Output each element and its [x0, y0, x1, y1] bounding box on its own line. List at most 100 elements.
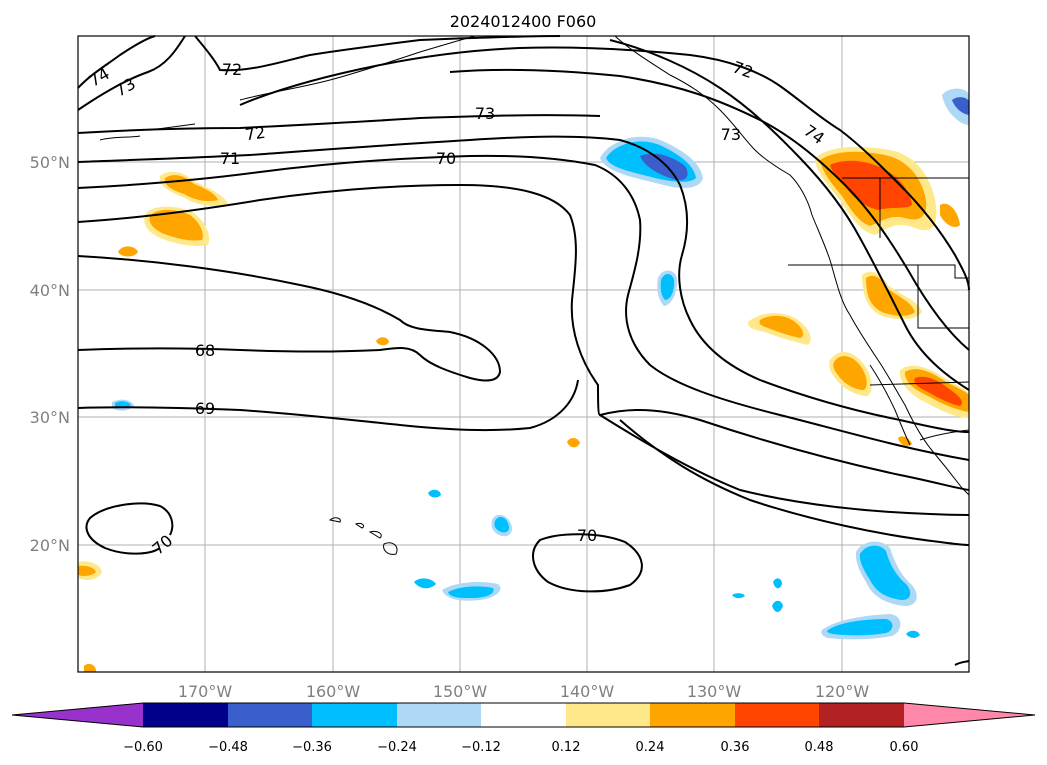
- contour-label-72-west: 72: [244, 123, 267, 145]
- colorbar-swatch-orangered: [735, 703, 819, 727]
- colorbar-swatch-white: [481, 703, 566, 727]
- contour-label-70-north: 70: [436, 149, 456, 168]
- map-panel: 74 73 72 72 73 72 71 70 73 74 68 69 70 7…: [77, 35, 970, 673]
- colorbar-extend-high: [904, 703, 1035, 727]
- patch-ca2-orange: [759, 315, 804, 338]
- coastlines: [99, 35, 970, 555]
- lon-label-130w: 130°W: [687, 682, 742, 701]
- contour-69: [77, 379, 579, 432]
- colorbar: −0.60 −0.48 −0.36 −0.24 −0.12 0.12 0.24 …: [11, 702, 1036, 755]
- contour-70b: [77, 183, 970, 491]
- coast-alaska-peninsula: [239, 35, 476, 101]
- contour-label-73-east: 73: [721, 125, 741, 144]
- patch-b6-mid: [448, 586, 494, 598]
- patch-b3: [428, 489, 441, 498]
- patch-b5: [414, 578, 436, 589]
- contour-72-north: [194, 35, 561, 72]
- lon-label-150w: 150°W: [433, 682, 488, 701]
- patch-b1-mid: [660, 274, 675, 300]
- colorbar-tick-label: −0.24: [377, 740, 417, 755]
- colorbar-swatch-royal: [228, 703, 312, 727]
- patch-nw-red: [830, 160, 912, 210]
- coast-gulf-ca: [919, 429, 970, 441]
- coast-north-america: [614, 35, 970, 496]
- colorbar-swatch-lightblue: [397, 703, 481, 727]
- lat-label-50n: 50°N: [30, 153, 70, 172]
- colorbar-tick-label: 0.36: [721, 740, 750, 755]
- patch-b10: [773, 578, 782, 589]
- contour-73-west: [77, 35, 186, 111]
- patch-w3: [118, 246, 138, 257]
- contour-label-68: 68: [195, 341, 215, 360]
- patch-mx-red: [914, 376, 963, 406]
- patch-mx-small: [898, 436, 912, 446]
- contour-label-69: 69: [195, 399, 215, 418]
- colorbar-swatch-yellow: [566, 703, 650, 727]
- shaded-patches: [78, 88, 969, 672]
- colorbar-swatch-orange: [650, 703, 735, 727]
- lat-label-20n: 20°N: [30, 536, 70, 555]
- colorbar-extend-low: [12, 703, 143, 727]
- coast-baja: [869, 364, 911, 446]
- colorbar-ticks: −0.60 −0.48 −0.36 −0.24 −0.12 0.12 0.24 …: [123, 740, 918, 755]
- contour-70a: [77, 154, 970, 461]
- colorbar-swatch-navy: [143, 703, 228, 727]
- patch-sw-corner: [84, 663, 96, 672]
- patch-b8-mid: [827, 619, 893, 636]
- lat-label-30n: 30°N: [30, 408, 70, 427]
- contour-corner-se: [954, 660, 970, 666]
- contour-71: [77, 135, 970, 433]
- patch-nw-east: [940, 203, 960, 227]
- patch-c2: [567, 437, 580, 448]
- patch-sw-orange: [78, 565, 96, 576]
- contour-coast-south-2: [619, 419, 970, 546]
- lon-axis: 170°W 160°W 150°W 140°W 130°W 120°W: [178, 682, 870, 701]
- map-frame: [77, 35, 970, 673]
- lon-label-170w: 170°W: [178, 682, 233, 701]
- lat-label-40n: 40°N: [30, 281, 70, 300]
- lat-axis: 50°N 40°N 30°N 20°N: [30, 153, 70, 555]
- contour-73-coast: [609, 39, 970, 391]
- border-state-2: [788, 264, 969, 279]
- colorbar-tick-label: −0.12: [461, 740, 501, 755]
- contour-68: [77, 347, 381, 353]
- contour-73-main: [239, 46, 970, 291]
- border-state-3: [917, 265, 969, 329]
- lon-label-140w: 140°W: [560, 682, 615, 701]
- patch-b12: [732, 593, 745, 599]
- map-background: [78, 36, 969, 672]
- patch-c1: [376, 337, 389, 346]
- contour-74-west: [77, 35, 156, 89]
- contour-label-73-center: 73: [475, 104, 495, 123]
- colorbar-tick-label: 0.60: [890, 740, 919, 755]
- colorbar-swatch-firebrick: [819, 703, 904, 727]
- patch-b4-mid: [494, 517, 510, 533]
- contour-69-inner: [77, 255, 502, 382]
- colorbar-swatch-deepsky: [312, 703, 397, 727]
- patch-b11: [772, 600, 783, 612]
- lon-label-160w: 160°W: [306, 682, 361, 701]
- map-title: 2024012400 F060: [450, 12, 597, 31]
- patch-ne-blue: [952, 97, 969, 115]
- contour-70-hawaii: [85, 502, 174, 555]
- colorbar-tick-label: 0.24: [636, 740, 665, 755]
- patch-gulf-blue-inner: [640, 153, 688, 181]
- contour-lines: [77, 35, 970, 666]
- contour-label-72-north: 72: [222, 60, 242, 79]
- patch-b9: [906, 630, 920, 638]
- patch-baja1-orange: [833, 356, 867, 390]
- coast-aleutians: [99, 123, 196, 141]
- contour-label-71: 71: [220, 149, 240, 168]
- border-us-mexico: [869, 381, 970, 386]
- lon-label-120w: 120°W: [815, 682, 870, 701]
- patch-w2-orange: [149, 209, 203, 241]
- patch-b7-mid: [859, 545, 911, 600]
- contour-label-70-ring: 70: [577, 526, 597, 545]
- colorbar-tick-label: −0.48: [208, 740, 248, 755]
- coast-hawaii: [328, 517, 398, 555]
- colorbar-outline: [11, 702, 1036, 728]
- contour-74-main: [449, 68, 970, 351]
- colorbar-tick-label: −0.36: [292, 740, 332, 755]
- colorbar-tick-label: 0.48: [805, 740, 834, 755]
